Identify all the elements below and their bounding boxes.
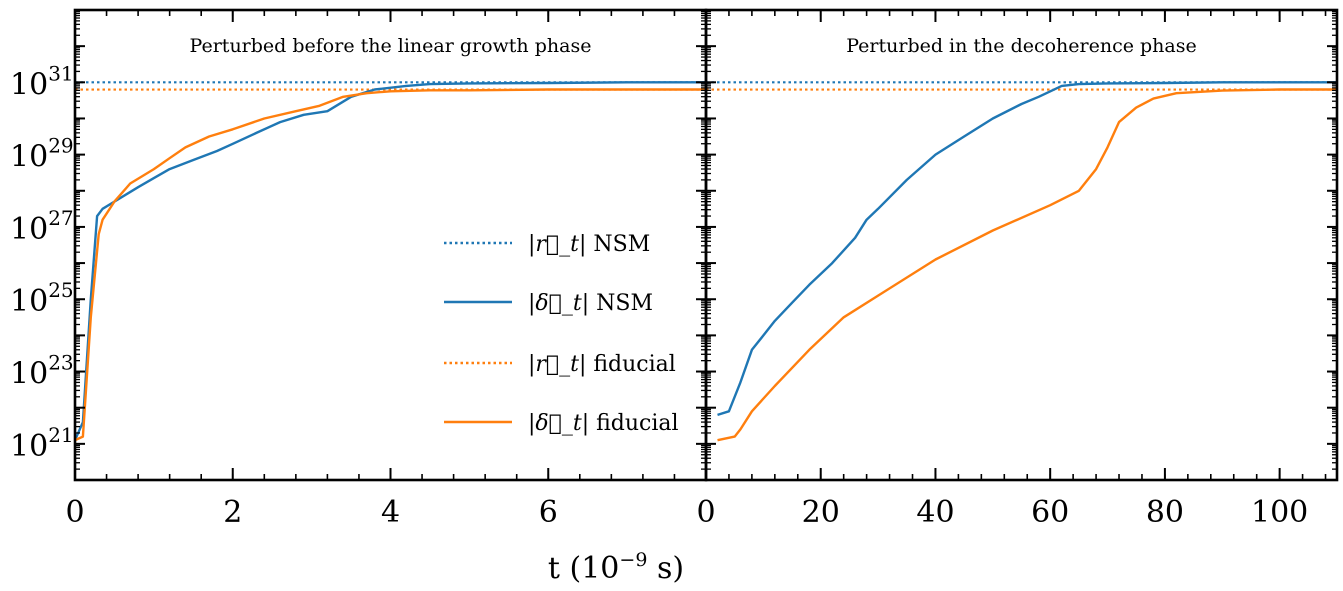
x-tick-label: 100: [1251, 495, 1308, 530]
x-axis-label-unit: s): [647, 551, 684, 586]
series-right-t-nsm-2: [717, 81, 1337, 417]
panel-right: 0 20 40 60 80 100 Perturbed in the decoherence…: [696, 8, 1339, 530]
legend-label-1: |δ⃗_t| NSM: [528, 291, 653, 316]
legend-label-2: |r⃗_t| fiducial: [528, 352, 676, 377]
y-tick-label: 1029: [10, 134, 74, 175]
x-tick-label: 2: [223, 495, 242, 530]
y-tick-label: 1025: [10, 278, 74, 319]
series-left-t-fiducial-3: [75, 88, 706, 442]
legend: |r⃗_t| NSM |δ⃗_t| NSM |r⃗_t| fiducial |δ⃗_t…: [444, 232, 679, 436]
x-tick-label: 40: [916, 495, 954, 530]
panel-title-right: Perturbed in the decoherence phase: [846, 35, 1197, 57]
legend-label-3: |δ⃗_t| fiducial: [528, 411, 679, 436]
x-tick-label: 0: [65, 495, 84, 530]
panel-left: 0 2 4 6 1021 1023 1025 1027 1029 1031 Perturbed be…: [10, 8, 708, 530]
x-axis-label-exp: −9: [619, 549, 647, 571]
plot-frame-right: [704, 8, 1339, 482]
y-tick-label: 1027: [10, 206, 74, 247]
y-tick-label: 1031: [10, 61, 74, 102]
y-tick-label: 1023: [10, 351, 74, 392]
x-tick-label: 0: [696, 495, 715, 530]
series-group-right: [706, 81, 1337, 442]
series-right-t-fiducial-3: [717, 88, 1337, 442]
x-axis-label: t (10−9 s): [548, 549, 684, 586]
x-tick-label: 6: [539, 495, 558, 530]
x-axis-label-main: t (10: [548, 551, 619, 586]
x-tick-label: 20: [802, 495, 840, 530]
panel-title-left: Perturbed before the linear growth phase: [190, 35, 592, 57]
series-group-left: [75, 81, 706, 442]
series-left-t-nsm-2: [75, 81, 706, 441]
y-tick-label: 1021: [10, 423, 74, 464]
x-tick-label: 80: [1146, 495, 1184, 530]
x-tick-label: 4: [381, 495, 400, 530]
legend-label-0: |r⃗_t| NSM: [528, 232, 650, 257]
x-tick-label: 60: [1031, 495, 1069, 530]
